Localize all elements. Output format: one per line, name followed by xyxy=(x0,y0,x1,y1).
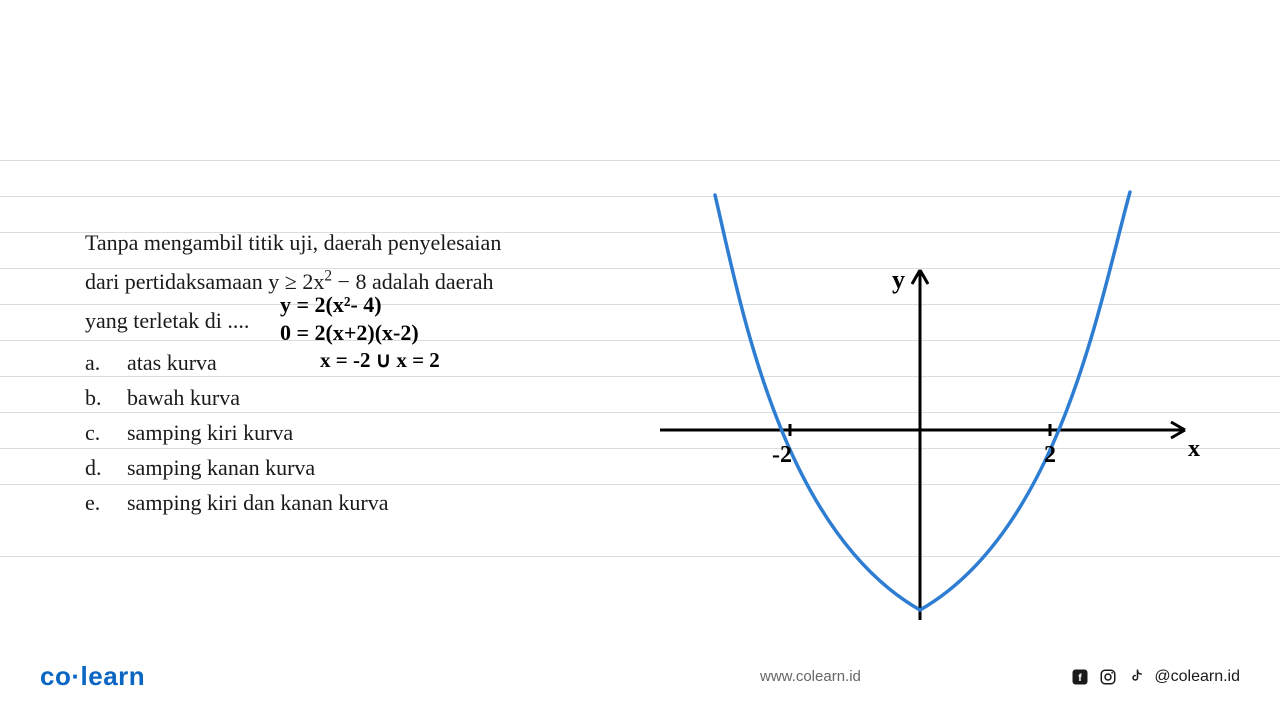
option-letter: d. xyxy=(85,450,107,485)
social-links: f @colearn.id xyxy=(1070,667,1240,687)
handwriting-eq-2: 0 = 2(x+2)(x-2) xyxy=(280,320,419,346)
logo-suffix: learn xyxy=(81,661,146,691)
q2-suffix: adalah daerah xyxy=(366,269,493,294)
social-handle: @colearn.id xyxy=(1154,668,1240,686)
y-axis-label: y xyxy=(892,265,905,294)
option-text: samping kiri kurva xyxy=(127,415,293,450)
logo-dot: · xyxy=(71,661,80,691)
option-letter: c. xyxy=(85,415,107,450)
parabola-curve xyxy=(715,192,1130,610)
option-text: bawah kurva xyxy=(127,380,240,415)
option-letter: e. xyxy=(85,485,107,520)
option-text: samping kiri dan kanan kurva xyxy=(127,485,389,520)
graph-sketch: y x -2 2 xyxy=(640,180,1210,640)
option-letter: a. xyxy=(85,345,107,380)
footer-url: www.colearn.id xyxy=(760,668,861,685)
q2-prefix: dari pertidaksamaan xyxy=(85,269,268,294)
graph-svg: y x -2 2 xyxy=(640,180,1210,640)
instagram-icon xyxy=(1098,667,1118,687)
option-row: c. samping kiri kurva xyxy=(85,415,605,450)
option-letter: b. xyxy=(85,380,107,415)
svg-text:2: 2 xyxy=(1044,442,1056,468)
option-row: e. samping kiri dan kanan kurva xyxy=(85,485,605,520)
svg-text:f: f xyxy=(1079,671,1083,683)
facebook-icon: f xyxy=(1070,667,1090,687)
handwriting-eq-3: x = -2 ∪ x = 2 xyxy=(320,348,440,373)
x-tick-labels: -2 2 xyxy=(772,442,1056,468)
question-line-1: Tanpa mengambil titik uji, daerah penyel… xyxy=(85,225,605,260)
option-row: d. samping kanan kurva xyxy=(85,450,605,485)
tiktok-icon xyxy=(1126,667,1146,687)
q2-inequality: y ≥ 2x2 − 8 xyxy=(268,269,366,294)
option-text: samping kanan kurva xyxy=(127,450,315,485)
x-axis-label: x xyxy=(1188,436,1200,462)
handwriting-eq-1: y = 2(x²- 4) xyxy=(280,292,382,318)
svg-text:-2: -2 xyxy=(772,442,792,468)
option-text: atas kurva xyxy=(127,345,217,380)
footer: co·learn www.colearn.id f @colearn.id xyxy=(0,661,1280,692)
brand-logo: co·learn xyxy=(40,661,145,692)
logo-prefix: co xyxy=(40,661,71,691)
option-row: b. bawah kurva xyxy=(85,380,605,415)
